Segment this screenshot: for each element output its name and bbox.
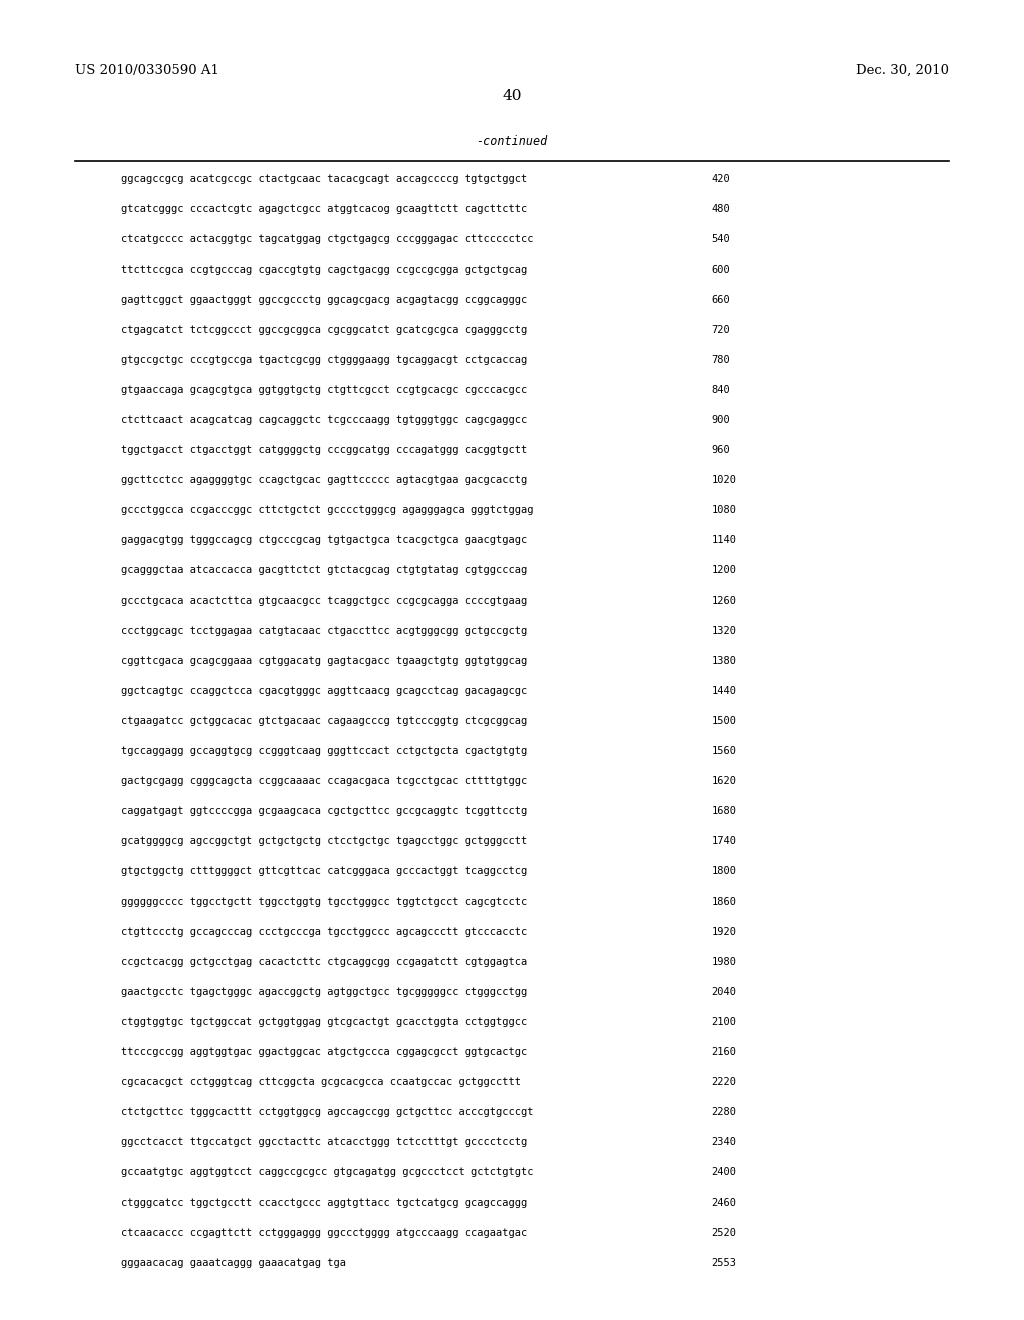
Text: 1740: 1740	[712, 837, 736, 846]
Text: cgcacacgct cctgggtcag cttcggcta gcgcacgcca ccaatgccac gctggccttt: cgcacacgct cctgggtcag cttcggcta gcgcacgc…	[121, 1077, 521, 1088]
Text: 600: 600	[712, 264, 730, 275]
Text: gggaacacag gaaatcaggg gaaacatgag tga: gggaacacag gaaatcaggg gaaacatgag tga	[121, 1258, 346, 1267]
Text: 660: 660	[712, 294, 730, 305]
Text: ttcccgccgg aggtggtgac ggactggcac atgctgccca cggagcgcct ggtgcactgc: ttcccgccgg aggtggtgac ggactggcac atgctgc…	[121, 1047, 527, 1057]
Text: Dec. 30, 2010: Dec. 30, 2010	[856, 63, 949, 77]
Text: gtcatcgggc cccactcgtc agagctcgcc atggtcacog gcaagttctt cagcttcttc: gtcatcgggc cccactcgtc agagctcgcc atggtca…	[121, 205, 527, 214]
Text: 1860: 1860	[712, 896, 736, 907]
Text: gtgccgctgc cccgtgccga tgactcgcgg ctggggaagg tgcaggacgt cctgcaccag: gtgccgctgc cccgtgccga tgactcgcgg ctgggga…	[121, 355, 527, 364]
Text: 40: 40	[502, 88, 522, 103]
Text: gtgaaccaga gcagcgtgca ggtggtgctg ctgttcgcct ccgtgcacgc cgcccacgcc: gtgaaccaga gcagcgtgca ggtggtgctg ctgttcg…	[121, 385, 527, 395]
Text: gccctgcaca acactcttca gtgcaacgcc tcaggctgcc ccgcgcagga ccccgtgaag: gccctgcaca acactcttca gtgcaacgcc tcaggct…	[121, 595, 527, 606]
Text: ggcttcctcc agaggggtgc ccagctgcac gagttccccc agtacgtgaa gacgcacctg: ggcttcctcc agaggggtgc ccagctgcac gagttcc…	[121, 475, 527, 486]
Text: 2160: 2160	[712, 1047, 736, 1057]
Text: 780: 780	[712, 355, 730, 364]
Text: ggctcagtgc ccaggctcca cgacgtgggc aggttcaacg gcagcctcag gacagagcgc: ggctcagtgc ccaggctcca cgacgtgggc aggttca…	[121, 686, 527, 696]
Text: 1620: 1620	[712, 776, 736, 787]
Text: cggttcgaca gcagcggaaa cgtggacatg gagtacgacc tgaagctgtg ggtgtggcag: cggttcgaca gcagcggaaa cgtggacatg gagtacg…	[121, 656, 527, 665]
Text: ttcttccgca ccgtgcccag cgaccgtgtg cagctgacgg ccgccgcgga gctgctgcag: ttcttccgca ccgtgcccag cgaccgtgtg cagctga…	[121, 264, 527, 275]
Text: 2220: 2220	[712, 1077, 736, 1088]
Text: 900: 900	[712, 414, 730, 425]
Text: gaactgcctc tgagctgggc agaccggctg agtggctgcc tgcgggggcc ctgggcctgg: gaactgcctc tgagctgggc agaccggctg agtggct…	[121, 987, 527, 997]
Text: gcatggggcg agccggctgt gctgctgctg ctcctgctgc tgagcctggc gctgggcctt: gcatggggcg agccggctgt gctgctgctg ctcctgc…	[121, 837, 527, 846]
Text: 720: 720	[712, 325, 730, 335]
Text: 1440: 1440	[712, 686, 736, 696]
Text: ctggtggtgc tgctggccat gctggtggag gtcgcactgt gcacctggta cctggtggcc: ctggtggtgc tgctggccat gctggtggag gtcgcac…	[121, 1016, 527, 1027]
Text: 1500: 1500	[712, 715, 736, 726]
Text: 1800: 1800	[712, 866, 736, 876]
Text: 1380: 1380	[712, 656, 736, 665]
Text: 2280: 2280	[712, 1107, 736, 1117]
Text: gactgcgagg cgggcagcta ccggcaaaac ccagacgaca tcgcctgcac cttttgtggc: gactgcgagg cgggcagcta ccggcaaaac ccagacg…	[121, 776, 527, 787]
Text: 420: 420	[712, 174, 730, 185]
Text: -continued: -continued	[476, 135, 548, 148]
Text: ctctgcttcc tgggcacttt cctggtggcg agccagccgg gctgcttcc acccgtgcccgt: ctctgcttcc tgggcacttt cctggtggcg agccagc…	[121, 1107, 534, 1117]
Text: 2520: 2520	[712, 1228, 736, 1238]
Text: US 2010/0330590 A1: US 2010/0330590 A1	[75, 63, 219, 77]
Text: gagttcggct ggaactgggt ggccgccctg ggcagcgacg acgagtacgg ccggcagggc: gagttcggct ggaactgggt ggccgccctg ggcagcg…	[121, 294, 527, 305]
Text: ccgctcacgg gctgcctgag cacactcttc ctgcaggcgg ccgagatctt cgtggagtca: ccgctcacgg gctgcctgag cacactcttc ctgcagg…	[121, 957, 527, 966]
Text: 2340: 2340	[712, 1138, 736, 1147]
Text: ctcatgcccc actacggtgc tagcatggag ctgctgagcg cccgggagac cttccccctcc: ctcatgcccc actacggtgc tagcatggag ctgctga…	[121, 235, 534, 244]
Text: 960: 960	[712, 445, 730, 455]
Text: gtgctggctg ctttggggct gttcgttcac catcgggaca gcccactggt tcaggcctcg: gtgctggctg ctttggggct gttcgttcac catcggg…	[121, 866, 527, 876]
Text: caggatgagt ggtccccgga gcgaagcaca cgctgcttcc gccgcaggtc tcggttcctg: caggatgagt ggtccccgga gcgaagcaca cgctgct…	[121, 807, 527, 816]
Text: 2100: 2100	[712, 1016, 736, 1027]
Text: 540: 540	[712, 235, 730, 244]
Text: 2400: 2400	[712, 1167, 736, 1177]
Text: gcagggctaa atcaccacca gacgttctct gtctacgcag ctgtgtatag cgtggcccag: gcagggctaa atcaccacca gacgttctct gtctacg…	[121, 565, 527, 576]
Text: 1680: 1680	[712, 807, 736, 816]
Text: 2460: 2460	[712, 1197, 736, 1208]
Text: ctgagcatct tctcggccct ggccgcggca cgcggcatct gcatcgcgca cgagggcctg: ctgagcatct tctcggccct ggccgcggca cgcggca…	[121, 325, 527, 335]
Text: 1980: 1980	[712, 957, 736, 966]
Text: tgccaggagg gccaggtgcg ccgggtcaag gggttccact cctgctgcta cgactgtgtg: tgccaggagg gccaggtgcg ccgggtcaag gggttcc…	[121, 746, 527, 756]
Text: 2553: 2553	[712, 1258, 736, 1267]
Text: gaggacgtgg tgggccagcg ctgcccgcag tgtgactgca tcacgctgca gaacgtgagc: gaggacgtgg tgggccagcg ctgcccgcag tgtgact…	[121, 536, 527, 545]
Text: 1260: 1260	[712, 595, 736, 606]
Text: gccctggcca ccgacccggc cttctgctct gcccctgggcg agagggagca gggtctggag: gccctggcca ccgacccggc cttctgctct gcccctg…	[121, 506, 534, 515]
Text: 1920: 1920	[712, 927, 736, 937]
Text: ctcaacaccc ccgagttctt cctgggaggg ggccctgggg atgcccaagg ccagaatgac: ctcaacaccc ccgagttctt cctgggaggg ggccctg…	[121, 1228, 527, 1238]
Text: tggctgacct ctgacctggt catggggctg cccggcatgg cccagatggg cacggtgctt: tggctgacct ctgacctggt catggggctg cccggca…	[121, 445, 527, 455]
Text: 480: 480	[712, 205, 730, 214]
Text: ggcagccgcg acatcgccgc ctactgcaac tacacgcagt accagccccg tgtgctggct: ggcagccgcg acatcgccgc ctactgcaac tacacgc…	[121, 174, 527, 185]
Text: 1140: 1140	[712, 536, 736, 545]
Text: ctcttcaact acagcatcag cagcaggctc tcgcccaagg tgtgggtggc cagcgaggcc: ctcttcaact acagcatcag cagcaggctc tcgccca…	[121, 414, 527, 425]
Text: 840: 840	[712, 385, 730, 395]
Text: ccctggcagc tcctggagaa catgtacaac ctgaccttcc acgtgggcgg gctgccgctg: ccctggcagc tcctggagaa catgtacaac ctgacct…	[121, 626, 527, 636]
Text: 1080: 1080	[712, 506, 736, 515]
Text: 1560: 1560	[712, 746, 736, 756]
Text: 2040: 2040	[712, 987, 736, 997]
Text: ggcctcacct ttgccatgct ggcctacttc atcacctggg tctcctttgt gcccctcctg: ggcctcacct ttgccatgct ggcctacttc atcacct…	[121, 1138, 527, 1147]
Text: ctgggcatcc tggctgcctt ccacctgccc aggtgttacc tgctcatgcg gcagccaggg: ctgggcatcc tggctgcctt ccacctgccc aggtgtt…	[121, 1197, 527, 1208]
Text: 1200: 1200	[712, 565, 736, 576]
Text: ctgaagatcc gctggcacac gtctgacaac cagaagcccg tgtcccggtg ctcgcggcag: ctgaagatcc gctggcacac gtctgacaac cagaagc…	[121, 715, 527, 726]
Text: ctgttccctg gccagcccag ccctgcccga tgcctggccc agcagccctt gtcccacctc: ctgttccctg gccagcccag ccctgcccga tgcctgg…	[121, 927, 527, 937]
Text: gccaatgtgc aggtggtcct caggccgcgcc gtgcagatgg gcgccctcct gctctgtgtc: gccaatgtgc aggtggtcct caggccgcgcc gtgcag…	[121, 1167, 534, 1177]
Text: 1020: 1020	[712, 475, 736, 486]
Text: ggggggcccc tggcctgctt tggcctggtg tgcctgggcc tggtctgcct cagcgtcctc: ggggggcccc tggcctgctt tggcctggtg tgcctgg…	[121, 896, 527, 907]
Text: 1320: 1320	[712, 626, 736, 636]
